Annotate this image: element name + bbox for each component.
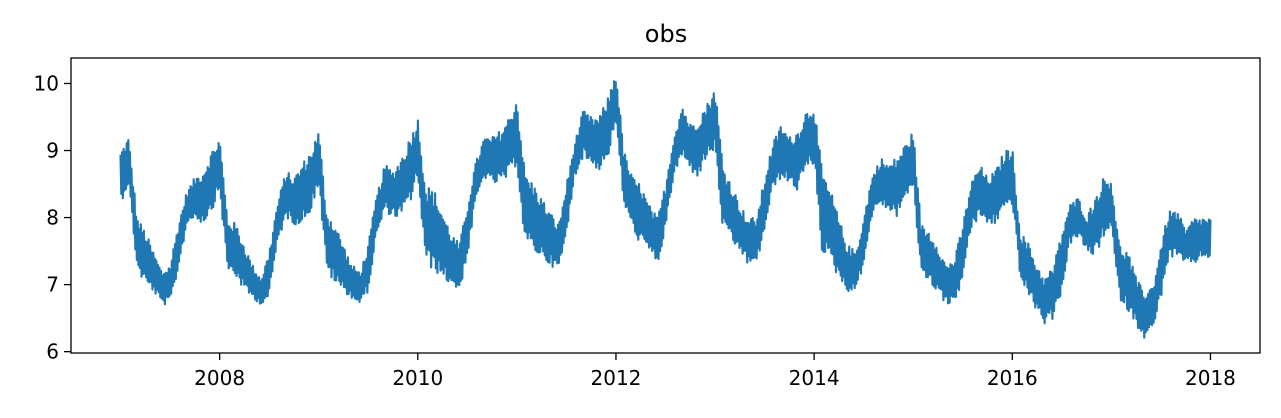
x-tick-label: 2010: [392, 366, 443, 390]
series-line: [119, 80, 1212, 339]
y-tick-label: 6: [46, 340, 59, 364]
y-tick-label: 8: [46, 206, 59, 230]
y-tick-label: 9: [46, 139, 59, 163]
x-axis: 2008 2010 2012 2014 2016 2018: [194, 353, 1236, 390]
x-tick-label: 2008: [194, 366, 245, 390]
x-tick-label: 2014: [789, 366, 840, 390]
y-tick-label: 10: [34, 71, 59, 95]
x-tick-label: 2018: [1185, 366, 1236, 390]
y-tick-label: 7: [46, 273, 59, 297]
y-axis: 6 7 8 9 10: [34, 71, 71, 364]
x-tick-label: 2012: [591, 366, 642, 390]
plot-frame: [70, 57, 1261, 354]
x-tick-label: 2016: [987, 366, 1038, 390]
plot-data-layer: [119, 80, 1212, 339]
chart-title: obs: [645, 20, 687, 48]
